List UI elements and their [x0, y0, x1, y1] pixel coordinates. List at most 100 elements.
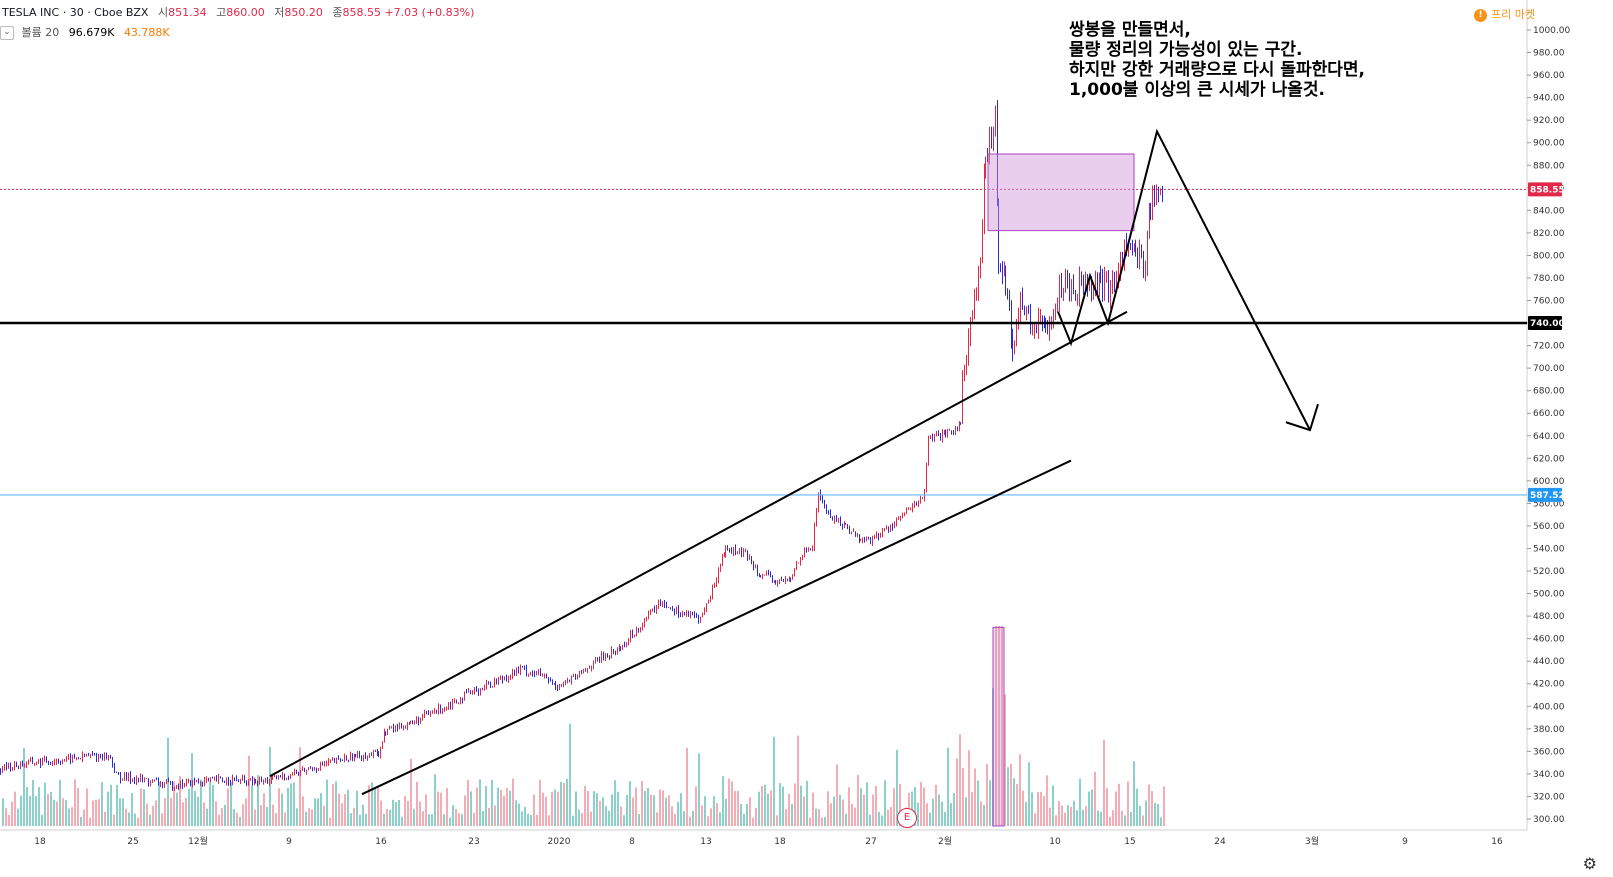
- volume-bar: [152, 805, 154, 826]
- volume-bar: [962, 768, 964, 826]
- volume-bar: [1097, 810, 1099, 826]
- volume-bar: [476, 787, 478, 826]
- volume-bar: [338, 793, 340, 826]
- volume-bar: [560, 781, 562, 826]
- volume-bar: [23, 748, 25, 826]
- symbol-name[interactable]: TESLA INC · 30 · Cboe BZX: [2, 6, 149, 19]
- volume-bar: [233, 809, 235, 826]
- y-tick-label: 520.00: [1533, 567, 1565, 577]
- volume-bar: [1109, 816, 1111, 826]
- volume-bar: [1031, 792, 1033, 826]
- x-tick-label: 9: [286, 837, 292, 847]
- volume-bar: [590, 811, 592, 826]
- volume-bar: [416, 781, 418, 826]
- x-tick-label: 16: [1491, 837, 1503, 847]
- volume-bar: [1133, 761, 1135, 826]
- volume-bar: [569, 723, 571, 826]
- low-label: 저: [274, 6, 285, 19]
- volume-bar: [875, 785, 877, 826]
- volume-bar: [497, 787, 499, 826]
- volume-bar: [296, 808, 298, 826]
- volume-bar: [200, 779, 202, 826]
- volume-bar: [191, 753, 193, 826]
- volume-bar: [428, 814, 430, 826]
- volume-bar: [1004, 694, 1006, 826]
- y-tick-label: 620.00: [1533, 454, 1565, 464]
- volume-bar: [218, 814, 220, 826]
- y-tick-label: 700.00: [1533, 364, 1565, 374]
- volume-bar: [1151, 791, 1153, 826]
- volume-bar: [137, 817, 139, 826]
- volume-bar: [383, 813, 385, 826]
- x-tick-label: 27: [865, 837, 876, 847]
- volume-bar: [983, 804, 985, 826]
- volume-bar: [149, 814, 151, 826]
- volume-bar: [1028, 762, 1030, 826]
- volume-bar: [104, 811, 106, 826]
- volume-bar: [788, 793, 790, 826]
- volume-bar: [287, 787, 289, 826]
- volume-bar: [317, 798, 319, 826]
- volume-bar: [146, 803, 148, 826]
- volume-bar: [305, 811, 307, 826]
- volume-bar: [683, 811, 685, 826]
- volume-bar: [806, 780, 808, 826]
- pre-market-badge[interactable]: ! 프리 마켓: [1474, 6, 1535, 22]
- volume-bar: [206, 808, 208, 826]
- volume-bar: [161, 813, 163, 826]
- note-line-2: 물량 정리의 가능성이 있는 구간.: [1069, 40, 1303, 60]
- y-tick-label: 580.00: [1533, 499, 1565, 509]
- volume-bar: [374, 788, 376, 826]
- volume-bar: [281, 793, 283, 826]
- x-tick-label: 15: [1124, 837, 1135, 847]
- volume-bar: [1115, 791, 1117, 826]
- volume-bar: [68, 808, 70, 826]
- gear-icon[interactable]: ⚙: [1582, 854, 1597, 873]
- volume-bar: [5, 808, 7, 826]
- volume-bar: [98, 799, 100, 826]
- volume-bar: [197, 796, 199, 826]
- note-line-1: 쌍봉을 만들면서,: [1069, 20, 1191, 40]
- y-tick-label: 720.00: [1533, 342, 1565, 352]
- note-line-4: 1,000불 이상의 큰 시세가 나올것.: [1069, 80, 1325, 100]
- volume-bar: [254, 809, 256, 826]
- volume-bar: [251, 785, 253, 826]
- earnings-marker[interactable]: E: [897, 808, 917, 828]
- chevron-down-icon[interactable]: ⌄: [0, 26, 14, 40]
- volume-bar: [1022, 790, 1024, 826]
- volume-legend: ⌄ 볼륨 20 96.679K 43.788K: [0, 24, 170, 40]
- volume-bar: [881, 815, 883, 826]
- y-tick-label: 660.00: [1533, 409, 1565, 419]
- volume-bar: [722, 776, 724, 826]
- volume-bar: [353, 807, 355, 826]
- current-price-tag: 858.55: [1530, 185, 1565, 195]
- volume-bar: [809, 817, 811, 826]
- volume-bar: [791, 804, 793, 826]
- volume-bar: [479, 779, 481, 826]
- x-tick-label: 23: [468, 837, 479, 847]
- y-tick-label: 680.00: [1533, 387, 1565, 397]
- volume-bar: [758, 791, 760, 826]
- y-tick-label: 340.00: [1533, 770, 1565, 780]
- volume-bar: [116, 784, 118, 826]
- volume-bar: [371, 782, 373, 826]
- volume-bar: [47, 793, 49, 826]
- volume-bar: [1016, 784, 1018, 826]
- volume-bar: [107, 791, 109, 826]
- volume-bar: [830, 803, 832, 826]
- volume-bar: [278, 788, 280, 826]
- volume-bar: [986, 764, 988, 826]
- volume-bar: [1070, 806, 1072, 826]
- pre-market-label: 프리 마켓: [1491, 8, 1535, 21]
- volume-bar: [857, 774, 859, 826]
- volume-bar: [470, 791, 472, 826]
- volume-bar: [1106, 788, 1108, 826]
- volume-bar: [779, 783, 781, 826]
- consolidation-box: [987, 153, 1135, 232]
- volume-bar: [629, 781, 631, 826]
- volume-bar: [8, 814, 10, 826]
- volume-bar: [578, 809, 580, 826]
- symbol-header: TESLA INC · 30 · Cboe BZX 시851.34 고860.0…: [2, 4, 474, 20]
- volume-bar: [989, 780, 991, 826]
